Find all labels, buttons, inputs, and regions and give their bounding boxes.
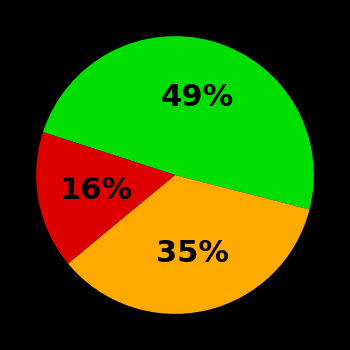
Wedge shape xyxy=(68,175,309,314)
Text: 49%: 49% xyxy=(161,83,234,112)
Text: 35%: 35% xyxy=(156,239,229,268)
Wedge shape xyxy=(43,36,314,210)
Text: 16%: 16% xyxy=(59,176,132,205)
Wedge shape xyxy=(36,132,175,264)
